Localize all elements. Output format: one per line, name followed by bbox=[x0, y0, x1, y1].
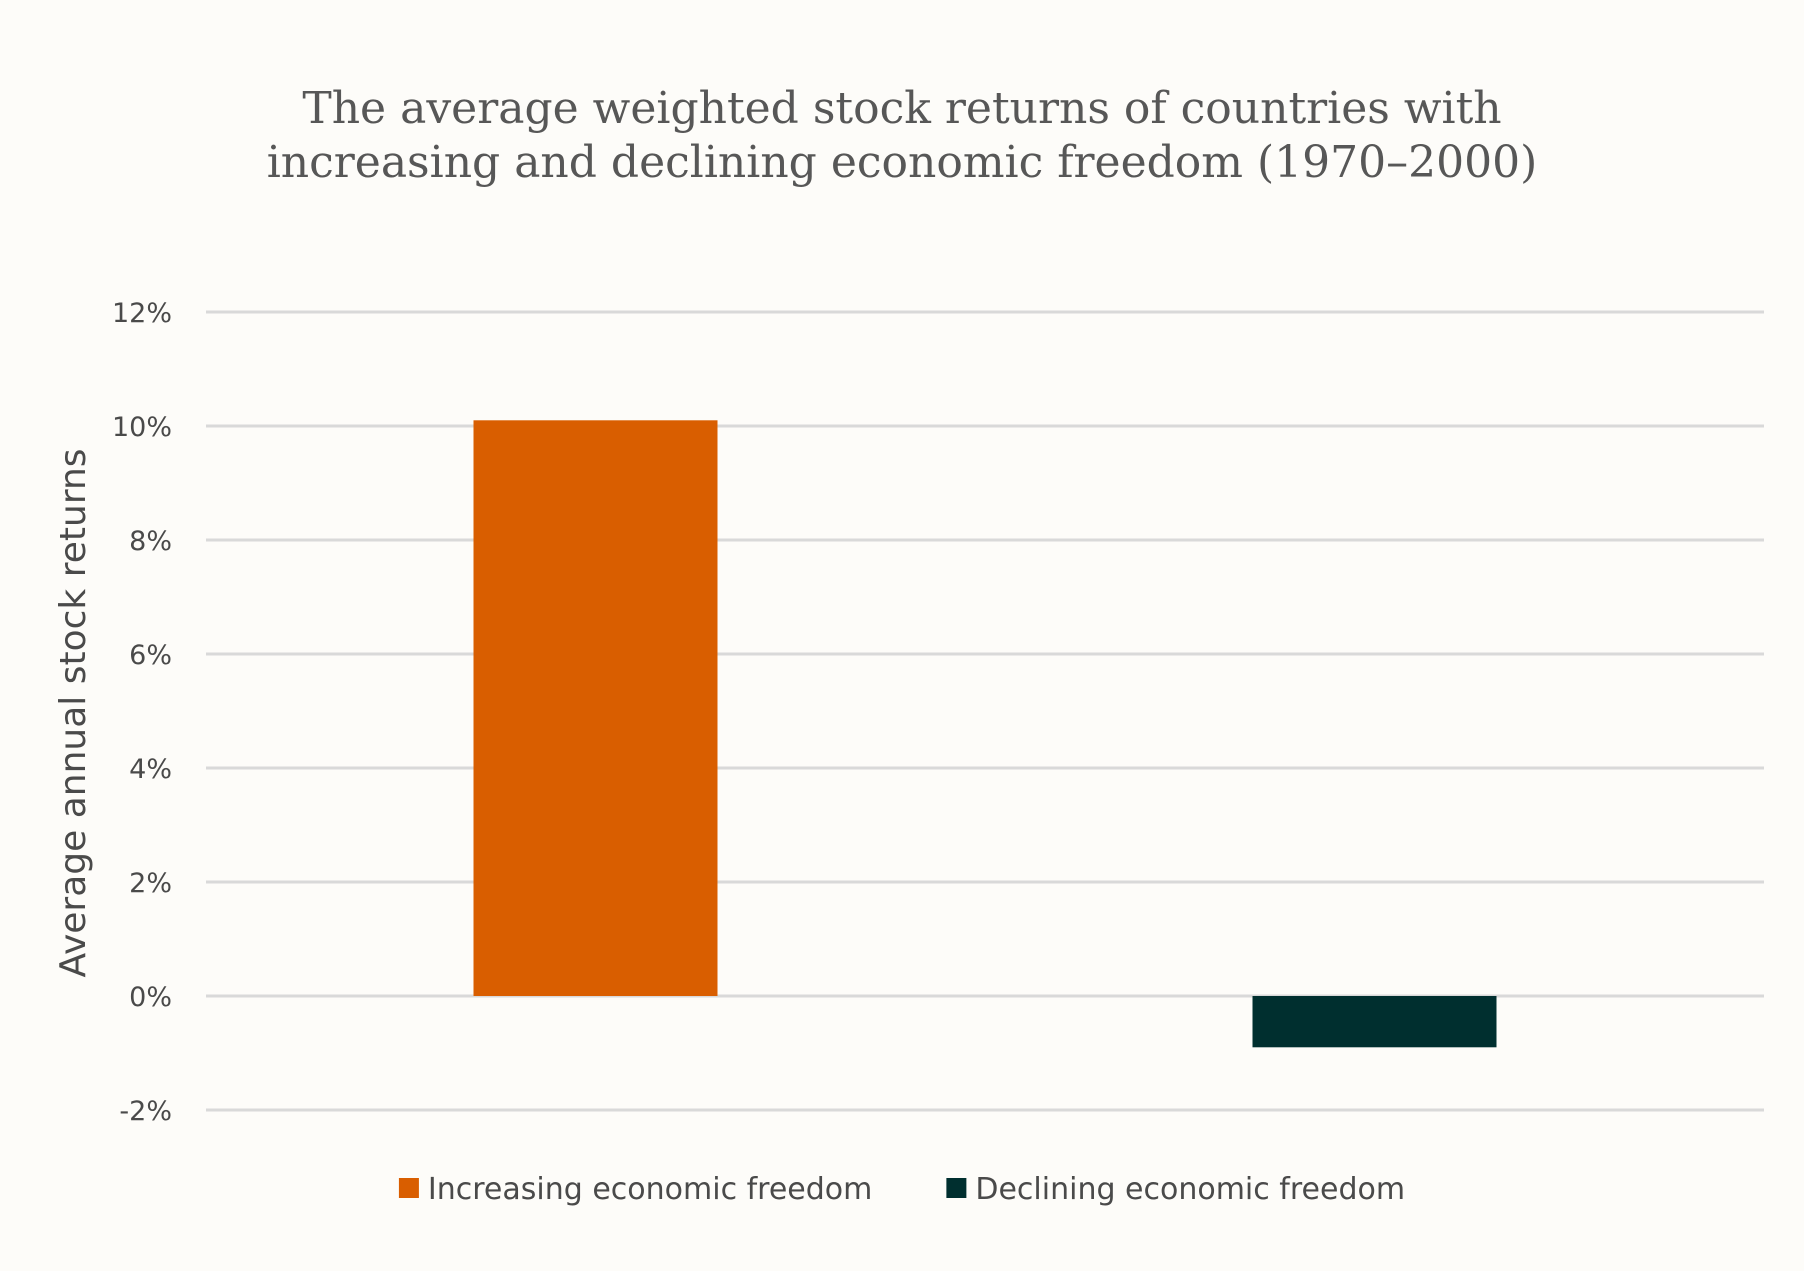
bars bbox=[473, 420, 1497, 1048]
y-tick-label: 10% bbox=[112, 412, 172, 443]
y-tick-label: 2% bbox=[129, 868, 172, 899]
legend-label: Increasing economic freedom bbox=[428, 1172, 872, 1207]
chart-title-line-1: The average weighted stock returns of co… bbox=[302, 83, 1501, 134]
y-axis-tick-labels: -2% 0% 2% 4% 6% 8% 10% 12% bbox=[112, 298, 172, 1127]
gridlines bbox=[206, 310, 1764, 1112]
bar-declining-economic-freedom bbox=[1252, 996, 1497, 1048]
y-tick-label: -2% bbox=[119, 1096, 172, 1127]
bar-increasing-economic-freedom bbox=[473, 420, 718, 996]
legend-item: Declining economic freedom bbox=[946, 1172, 1405, 1207]
legend-swatch bbox=[398, 1178, 419, 1198]
legend-swatch bbox=[946, 1178, 967, 1198]
y-tick-label: 12% bbox=[112, 298, 172, 329]
y-tick-label: 0% bbox=[129, 982, 172, 1013]
y-tick-label: 8% bbox=[129, 526, 172, 557]
legend-label: Declining economic freedom bbox=[975, 1172, 1405, 1207]
chart-title-line-2: increasing and declining economic freedo… bbox=[267, 137, 1538, 188]
legend-item: Increasing economic freedom bbox=[398, 1172, 872, 1207]
legend: Increasing economic freedom Declining eco… bbox=[398, 1172, 1405, 1207]
y-axis-title: Average annual stock returns bbox=[53, 448, 94, 977]
y-tick-label: 4% bbox=[129, 754, 172, 785]
y-tick-label: 6% bbox=[129, 640, 172, 671]
